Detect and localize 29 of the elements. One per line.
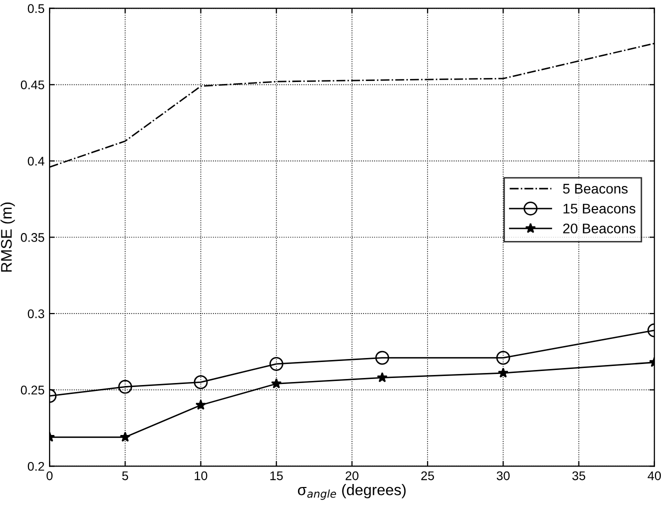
y-tick-label: 0.2 <box>28 462 44 471</box>
point <box>118 380 132 394</box>
x-tick-label: 30 <box>496 471 510 480</box>
point <box>194 375 208 390</box>
x-tick-label: 15 <box>270 471 283 480</box>
point <box>120 432 130 442</box>
x-tick-label: 40 <box>648 471 661 480</box>
y-tick-label: 0.25 <box>20 386 44 394</box>
x-tick-label: 20 <box>346 471 358 480</box>
x-axis-title: σ$_{angle}$ (degrees) <box>298 484 406 500</box>
legend-label: 20 Beacons <box>563 224 636 234</box>
legend-label: 5 Beacons <box>563 184 628 194</box>
y-tick-label: 0.45 <box>20 80 44 90</box>
point <box>195 400 206 410</box>
point <box>376 372 388 382</box>
point <box>269 356 284 371</box>
y-axis-title: RMSE (m) <box>0 202 15 272</box>
x-tick-label: 25 <box>421 471 434 480</box>
y-tick-label: 0.3 <box>28 309 44 318</box>
legend-label: 15 Beacons <box>564 204 636 214</box>
y-tick-label: 0.35 <box>20 233 44 242</box>
y-tick-label: 0.4 <box>28 156 44 166</box>
x-tick-label: 5 <box>122 471 128 480</box>
point <box>271 378 282 388</box>
point <box>375 350 390 365</box>
y-tick-label: 0.5 <box>28 4 44 14</box>
x-tick-label: 0 <box>46 471 53 480</box>
x-tick-label: 10 <box>194 471 208 480</box>
x-tick-label: 35 <box>572 471 586 480</box>
